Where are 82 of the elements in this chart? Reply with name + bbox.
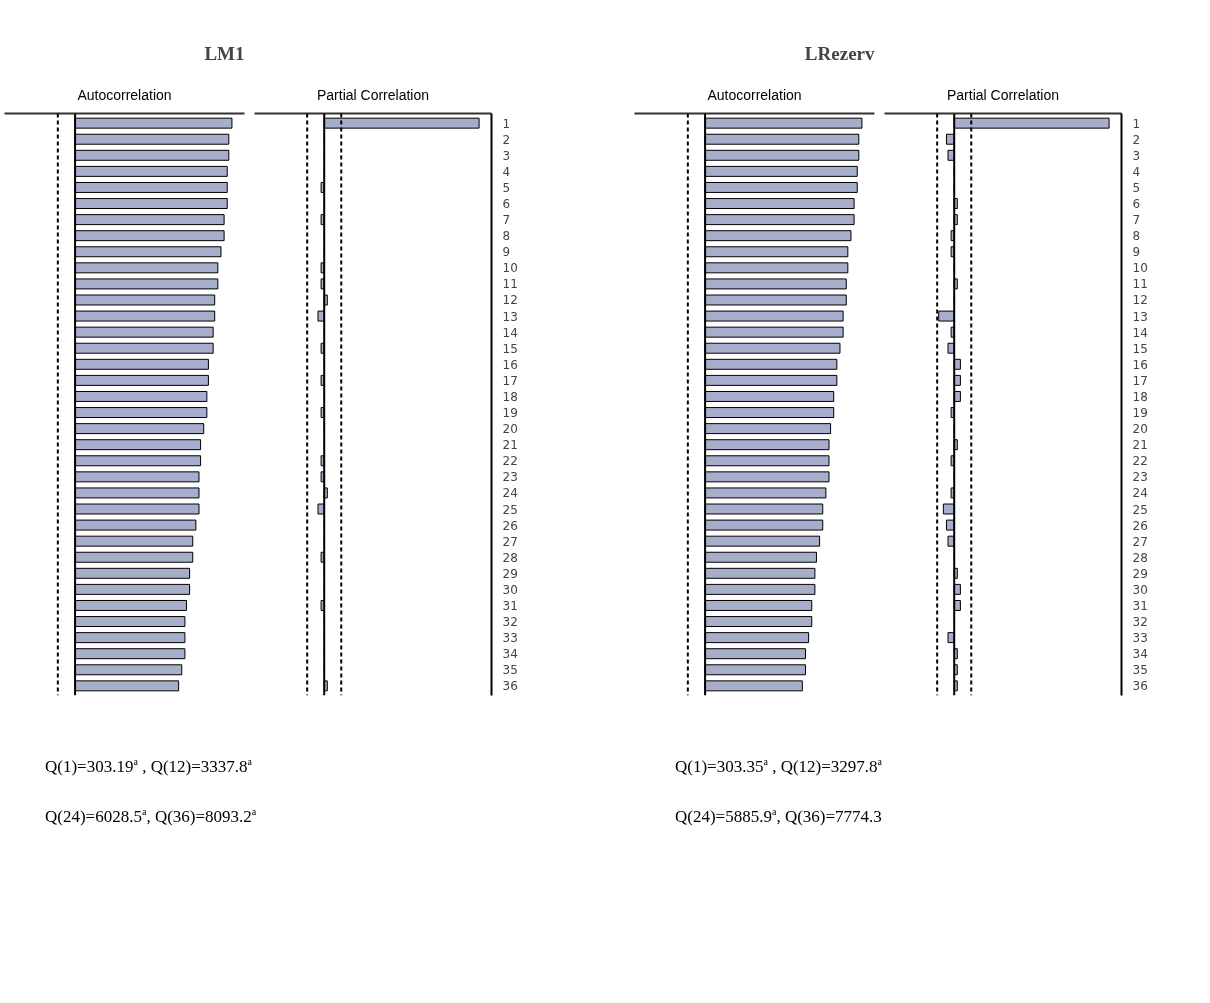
y-tick-label: 8	[502, 229, 511, 244]
y-tick-label: 6	[1132, 197, 1141, 212]
y-tick-label: 35	[1132, 663, 1148, 678]
y-tick-label: 31	[502, 598, 518, 613]
y-tick-label: 27	[502, 534, 518, 549]
y-tick-label: 23	[502, 470, 518, 485]
y-tick-label: 33	[502, 631, 518, 646]
y-tick-label: 11	[502, 277, 518, 292]
y-tick-label: 28	[502, 550, 518, 565]
y-tick-label: 24	[1132, 486, 1148, 501]
y-tick-label: 23	[1132, 470, 1148, 485]
y-tick-label: 17	[502, 373, 518, 388]
y-tick-label: 25	[1132, 502, 1148, 517]
y-tick-label: 6	[502, 197, 511, 212]
y-tick-label: 21	[502, 438, 518, 453]
y-tick-label: 27	[1132, 534, 1148, 549]
y-tick-label: 26	[502, 518, 518, 533]
y-tick-label: 36	[1132, 679, 1148, 694]
text: Q(1)=303.19$^{a}$ , Q(12)=3337.8$^{a}$	[45, 755, 254, 778]
y-tick-label: 14	[502, 325, 518, 340]
y-tick-label: 29	[502, 566, 518, 581]
y-tick-label: 36	[502, 679, 518, 694]
y-tick-label: 3	[502, 148, 511, 163]
y-tick-label: 32	[502, 615, 518, 630]
text: Q(24)=6028.5$^{a}$, Q(36)=8093.2$^{a}$	[45, 805, 257, 829]
y-tick-label: 34	[502, 647, 518, 662]
y-tick-label: 12	[502, 293, 518, 308]
y-tick-label: 4	[502, 164, 511, 179]
chart-title: LM1	[204, 42, 245, 64]
y-tick-label: 24	[502, 486, 518, 501]
x-axis-title: Partial Correlation	[946, 86, 1060, 103]
y-tick-label: 1	[1132, 116, 1141, 131]
y-tick-label: 10	[502, 261, 518, 276]
y-tick-label: 12	[1132, 293, 1148, 308]
y-tick-label: 13	[1132, 309, 1148, 324]
y-tick-label: 17	[1132, 373, 1148, 388]
y-tick-label: 7	[1132, 213, 1141, 228]
y-tick-label: 32	[1132, 615, 1148, 630]
y-tick-label: 9	[502, 245, 511, 260]
chart-title: LRezerv	[804, 42, 875, 64]
y-tick-label: 28	[1132, 550, 1148, 565]
text: Q(1)=303.35$^{a}$ , Q(12)=3297.8$^{a}$	[675, 755, 883, 778]
y-tick-label: 21	[1132, 438, 1148, 453]
y-tick-label: 16	[1132, 357, 1148, 372]
y-tick-label: 4	[1132, 164, 1141, 179]
y-tick-label: 20	[1132, 422, 1148, 437]
y-tick-label: 16	[502, 357, 518, 372]
y-tick-label: 2	[502, 132, 511, 147]
y-tick-label: 2	[1132, 132, 1141, 147]
x-axis-title: Partial Correlation	[316, 86, 430, 103]
y-tick-label: 19	[502, 406, 518, 421]
y-tick-label: 5	[1132, 180, 1141, 195]
y-tick-label: 22	[1132, 454, 1148, 469]
text: Q(24)=5885.9$^{a}$, Q(36)=7774.3	[675, 805, 883, 829]
y-tick-label: 35	[502, 663, 518, 678]
y-tick-label: 15	[502, 341, 518, 356]
y-tick-label: 1	[502, 116, 511, 131]
y-tick-label: 10	[1132, 261, 1148, 276]
y-tick-label: 19	[1132, 406, 1148, 421]
y-tick-label: 15	[1132, 341, 1148, 356]
y-tick-label: 14	[1132, 325, 1148, 340]
y-tick-label: 20	[502, 422, 518, 437]
y-tick-label: 29	[1132, 566, 1148, 581]
y-tick-label: 22	[502, 454, 518, 469]
y-tick-label: 11	[1132, 277, 1148, 292]
y-tick-label: 33	[1132, 631, 1148, 646]
y-tick-label: 31	[1132, 598, 1148, 613]
x-axis-title: Autocorrelation	[77, 86, 172, 103]
y-tick-label: 34	[1132, 647, 1148, 662]
y-tick-label: 13	[502, 309, 518, 324]
y-tick-label: 8	[1132, 229, 1141, 244]
y-tick-label: 3	[1132, 148, 1141, 163]
y-tick-label: 9	[1132, 245, 1141, 260]
y-tick-label: 25	[502, 502, 518, 517]
x-axis-title: Autocorrelation	[707, 86, 802, 103]
y-tick-label: 30	[1132, 582, 1148, 597]
y-tick-label: 18	[1132, 389, 1148, 404]
y-tick-label: 5	[502, 180, 511, 195]
y-tick-label: 30	[502, 582, 518, 597]
y-tick-label: 18	[502, 389, 518, 404]
y-tick-label: 26	[1132, 518, 1148, 533]
y-tick-label: 7	[502, 213, 511, 228]
